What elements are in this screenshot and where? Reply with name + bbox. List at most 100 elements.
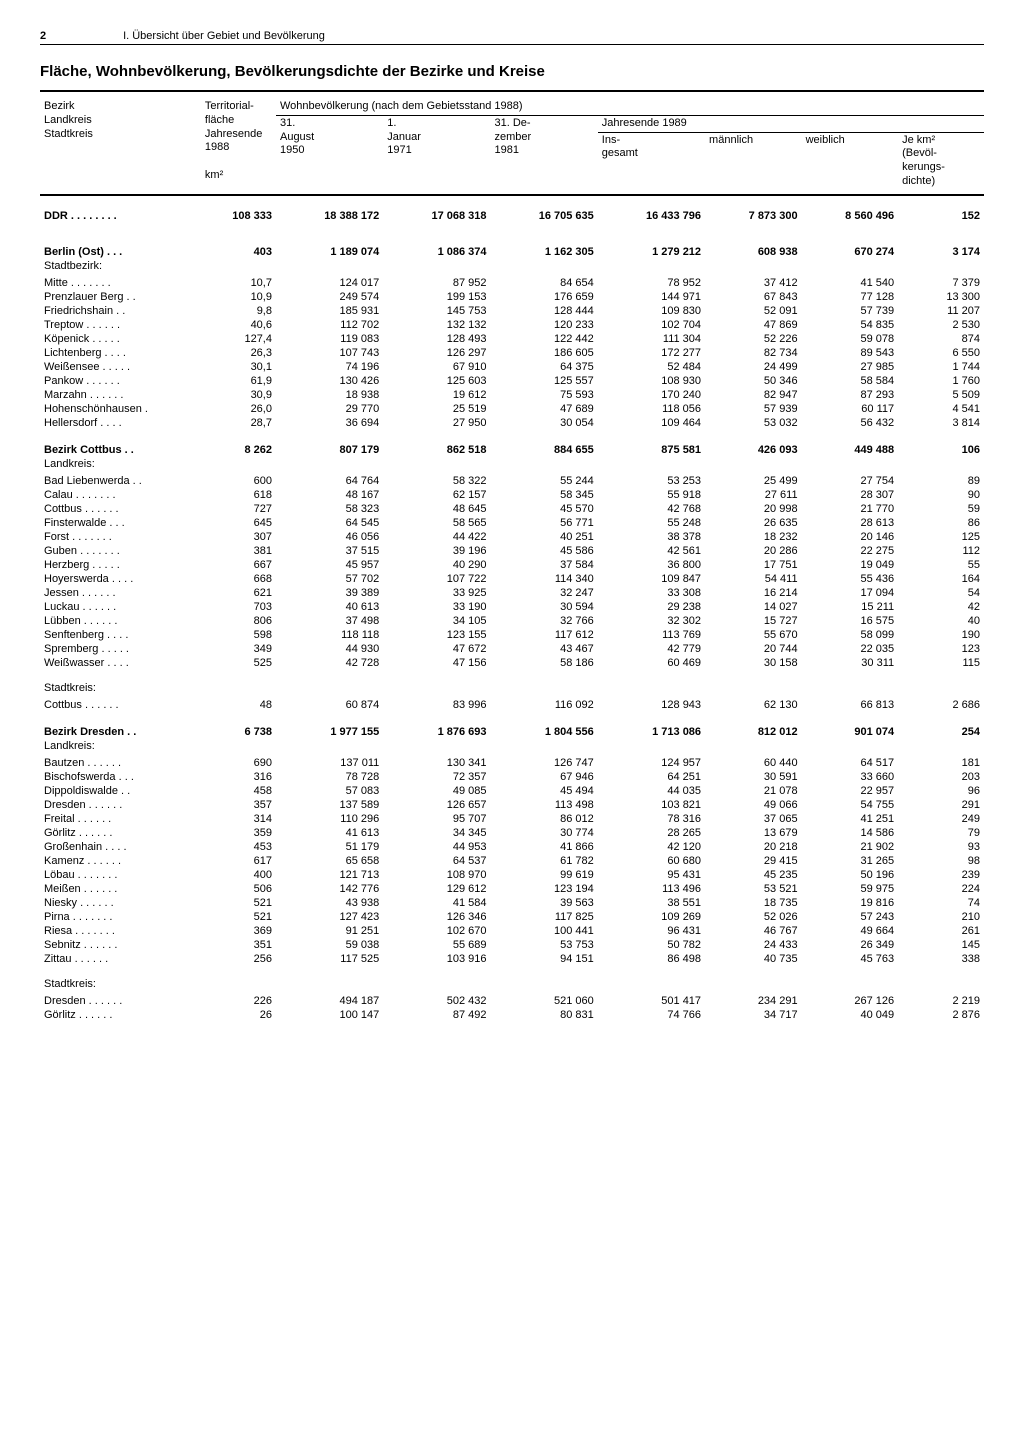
table-row: Bischofswerda . . . 31678 72872 35767 94… — [40, 770, 984, 784]
cell: 145 753 — [383, 304, 490, 318]
cell: 89 — [898, 474, 984, 488]
cell: 64 545 — [276, 516, 383, 530]
row-name: Zittau . . . . . . — [40, 952, 201, 966]
table-row: Görlitz . . . . . . 26100 14787 49280 83… — [40, 1008, 984, 1022]
cell: 18 938 — [276, 388, 383, 402]
row-name: Marzahn . . . . . . — [40, 388, 201, 402]
cell: 87 952 — [383, 276, 490, 290]
cell: 55 436 — [802, 572, 899, 586]
cell: 66 813 — [802, 698, 899, 712]
cell: 22 275 — [802, 544, 899, 558]
cell: 57 939 — [705, 402, 802, 416]
cell: 53 753 — [491, 938, 598, 952]
cell: 67 843 — [705, 290, 802, 304]
row-name: Meißen . . . . . . — [40, 882, 201, 896]
cell: 34 345 — [383, 826, 490, 840]
cell: 30 594 — [491, 600, 598, 614]
cell: 121 713 — [276, 868, 383, 882]
cell: 60 440 — [705, 756, 802, 770]
cell: 87 293 — [802, 388, 899, 402]
cell: 52 484 — [598, 360, 705, 374]
cell: 124 017 — [276, 276, 383, 290]
hdr-1989-group: Jahresende 1989 — [598, 115, 984, 132]
cell: 113 498 — [491, 798, 598, 812]
cell: 901 074 — [802, 712, 899, 739]
cell: 117 825 — [491, 910, 598, 924]
cell: 78 316 — [598, 812, 705, 826]
cell: 41 540 — [802, 276, 899, 290]
cell: 43 938 — [276, 896, 383, 910]
cell: 108 333 — [201, 200, 276, 232]
cell: 137 011 — [276, 756, 383, 770]
cell: 60 874 — [276, 698, 383, 712]
cell: 127,4 — [201, 332, 276, 346]
cell: 128 444 — [491, 304, 598, 318]
cell: 74 196 — [276, 360, 383, 374]
cell: 55 244 — [491, 474, 598, 488]
row-name: Weißensee . . . . . — [40, 360, 201, 374]
table-row: Stadtbezirk: — [40, 259, 984, 276]
cell: 59 038 — [276, 938, 383, 952]
cell: 164 — [898, 572, 984, 586]
cell: 67 910 — [383, 360, 490, 374]
cell: 54 755 — [802, 798, 899, 812]
cell: 267 126 — [802, 994, 899, 1008]
row-name: Köpenick . . . . . — [40, 332, 201, 346]
sub-label: Stadtkreis: — [40, 670, 984, 698]
cell: 256 — [201, 952, 276, 966]
cell: 21 078 — [705, 784, 802, 798]
cell: 107 722 — [383, 572, 490, 586]
cell: 90 — [898, 488, 984, 502]
cell: 521 — [201, 896, 276, 910]
hdr-female: weiblich — [802, 132, 899, 190]
table-row: Meißen . . . . . . 506142 776129 612123 … — [40, 882, 984, 896]
cell: 54 835 — [802, 318, 899, 332]
cell: 234 291 — [705, 994, 802, 1008]
row-name: Berlin (Ost) . . . — [40, 232, 201, 259]
table-row: Weißwasser . . . . 52542 72847 15658 186… — [40, 656, 984, 670]
cell: 10,7 — [201, 276, 276, 290]
row-name: Niesky . . . . . . — [40, 896, 201, 910]
cell: 3 174 — [898, 232, 984, 259]
cell: 130 426 — [276, 374, 383, 388]
row-name: Herzberg . . . . . — [40, 558, 201, 572]
cell: 82 947 — [705, 388, 802, 402]
cell: 55 918 — [598, 488, 705, 502]
cell: 21 902 — [802, 840, 899, 854]
table-row: Bezirk Dresden . . 6 7381 977 1551 876 6… — [40, 712, 984, 739]
cell: 812 012 — [705, 712, 802, 739]
hdr-male: männlich — [705, 132, 802, 190]
cell: 403 — [201, 232, 276, 259]
cell: 10,9 — [201, 290, 276, 304]
row-name: Pirna . . . . . . . — [40, 910, 201, 924]
cell: 44 035 — [598, 784, 705, 798]
cell: 130 341 — [383, 756, 490, 770]
cell: 38 378 — [598, 530, 705, 544]
cell: 45 570 — [491, 502, 598, 516]
cell: 621 — [201, 586, 276, 600]
cell: 20 744 — [705, 642, 802, 656]
cell: 64 251 — [598, 770, 705, 784]
table-row: Dresden . . . . . . 357137 589126 657113… — [40, 798, 984, 812]
cell: 126 747 — [491, 756, 598, 770]
cell: 52 026 — [705, 910, 802, 924]
cell: 39 389 — [276, 586, 383, 600]
cell: 46 056 — [276, 530, 383, 544]
cell: 58 565 — [383, 516, 490, 530]
table-row: Calau . . . . . . . 61848 16762 15758 34… — [40, 488, 984, 502]
cell: 4 541 — [898, 402, 984, 416]
cell: 19 049 — [802, 558, 899, 572]
cell: 6 738 — [201, 712, 276, 739]
cell: 600 — [201, 474, 276, 488]
cell: 645 — [201, 516, 276, 530]
cell: 72 357 — [383, 770, 490, 784]
cell: 608 938 — [705, 232, 802, 259]
cell: 54 — [898, 586, 984, 600]
cell: 109 464 — [598, 416, 705, 430]
cell: 239 — [898, 868, 984, 882]
cell: 291 — [898, 798, 984, 812]
cell: 49 066 — [705, 798, 802, 812]
row-name: Bautzen . . . . . . — [40, 756, 201, 770]
cell: 62 130 — [705, 698, 802, 712]
cell: 426 093 — [705, 430, 802, 457]
